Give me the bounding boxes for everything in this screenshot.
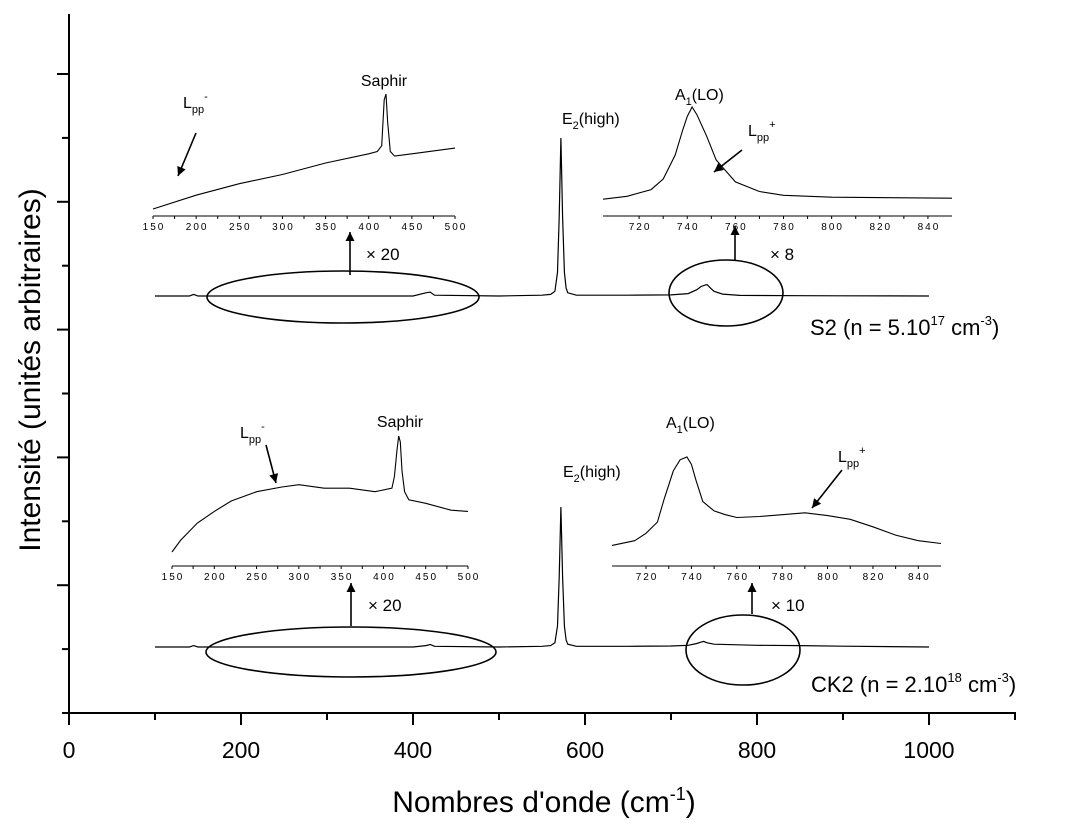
inset-left-ck2-tick-label: 350 bbox=[331, 572, 354, 583]
multiplier-right: × 10 bbox=[771, 596, 805, 615]
zoom-ellipse-left bbox=[205, 626, 497, 678]
zoom-ellipse-right bbox=[668, 259, 784, 327]
inset-left-ck2-tick-label: 200 bbox=[204, 572, 227, 583]
inset-right-ck2-tick-label: 840 bbox=[908, 572, 931, 583]
inset-left-ck2-tick-label: 150 bbox=[162, 572, 185, 583]
inset-left-ck2-tick-label: 450 bbox=[415, 572, 438, 583]
annotations: × 20 × 8 E2(high) Saphir A1(LO) Lpp- Lpp+ S2 (n… bbox=[177, 73, 1016, 697]
peak-label-saphir: Saphir bbox=[377, 414, 424, 431]
peak-label-a1-lo: A1(LO) bbox=[675, 87, 724, 108]
x-tick-label: 600 bbox=[566, 737, 604, 763]
x-tick-label: 1000 bbox=[903, 737, 954, 763]
inset-right-s2-tick-label: 780 bbox=[773, 222, 796, 233]
sample-label-ck2: CK2 (n = 2.1018 cm-3) bbox=[811, 670, 1016, 697]
inset-right-s2-tick-label: 800 bbox=[821, 222, 844, 233]
inset-right-ck2-tick-label: 720 bbox=[636, 572, 659, 583]
x-tick-label: 200 bbox=[222, 737, 260, 763]
inset-left-s2-tick-label: 250 bbox=[229, 222, 252, 233]
inset-left-ck2-spectrum bbox=[171, 435, 469, 553]
y-axis-label: Intensité (unités arbitraires) bbox=[14, 188, 47, 552]
arrow-lpp-minus-head bbox=[269, 473, 279, 483]
zoom-arrow-right-head bbox=[747, 583, 757, 592]
spectrum-ck2 bbox=[155, 506, 930, 648]
spectra bbox=[155, 137, 930, 648]
inset-right-s2-spectrum bbox=[602, 105, 953, 200]
zoom-ellipse-right bbox=[685, 614, 801, 686]
inset-left-s2-tick-label: 300 bbox=[272, 222, 295, 233]
multiplier-left: × 20 bbox=[366, 245, 400, 264]
inset-left-ck2-tick-label: 500 bbox=[458, 572, 481, 583]
insets: 150 200 250 300 350 400 450 500 720 740 760 780 800 8… bbox=[143, 93, 953, 583]
inset-right-ck2-tick-label: 780 bbox=[772, 572, 795, 583]
multiplier-right: × 8 bbox=[770, 245, 794, 264]
inset-left-s2-tick-label: 150 bbox=[143, 222, 166, 233]
inset-left-s2-tick-label: 200 bbox=[186, 222, 209, 233]
x-tick-label: 400 bbox=[394, 737, 432, 763]
inset-left-ck2-tick-label: 400 bbox=[373, 572, 396, 583]
inset-left-s2-tick-label: 450 bbox=[402, 222, 425, 233]
multiplier-left: × 20 bbox=[368, 596, 402, 615]
inset-right-ck2-tick-label: 740 bbox=[681, 572, 704, 583]
peak-label-e2-high: E2(high) bbox=[562, 111, 620, 132]
inset-left-ck2-tick-label: 250 bbox=[246, 572, 269, 583]
inset-left-ck2-tick-label: 300 bbox=[289, 572, 312, 583]
inset-right-s2-tick-label: 720 bbox=[629, 222, 652, 233]
x-tick-label: 0 bbox=[63, 737, 76, 763]
zoom-arrow-left-head bbox=[345, 232, 355, 241]
inset-right-s2-tick-label: 740 bbox=[677, 222, 700, 233]
peak-label-e2-high: E2(high) bbox=[563, 464, 621, 485]
x-tick-label: 800 bbox=[738, 737, 776, 763]
inset-right-s2-tick-label: 840 bbox=[918, 222, 941, 233]
zoom-arrow-right-head bbox=[730, 226, 740, 235]
peak-label-a1-lo: A1(LO) bbox=[666, 415, 715, 436]
arrow-lpp-minus-head bbox=[177, 165, 186, 176]
mode-label-lpp-minus: Lpp- bbox=[240, 421, 265, 446]
inset-left-s2-spectrum bbox=[152, 93, 456, 210]
inset-left-s2-tick-label: 400 bbox=[358, 222, 381, 233]
peak-label-saphir: Saphir bbox=[361, 73, 408, 90]
inset-left-s2-tick-label: 350 bbox=[315, 222, 338, 233]
inset-right-s2-tick-label: 820 bbox=[869, 222, 892, 233]
mode-label-lpp-plus: Lpp+ bbox=[838, 445, 866, 470]
inset-right-ck2-tick-label: 760 bbox=[726, 572, 749, 583]
inset-right-ck2-tick-label: 820 bbox=[863, 572, 886, 583]
inset-left-s2-tick-label: 500 bbox=[445, 222, 468, 233]
x-axis-label: Nombres d'onde (cm-1) bbox=[392, 784, 696, 819]
mode-label-lpp-plus: Lpp+ bbox=[748, 119, 776, 144]
arrow-lpp-plus-head bbox=[812, 498, 822, 508]
axes: 0 200 400 600 800 1000 bbox=[57, 14, 1016, 763]
sample-label-s2: S2 (n = 5.1017 cm-3) bbox=[810, 313, 999, 340]
zoom-ellipse-left bbox=[206, 270, 480, 324]
spectrum-s2 bbox=[155, 137, 930, 297]
zoom-arrow-left-head bbox=[346, 583, 356, 592]
inset-right-ck2-tick-label: 800 bbox=[817, 572, 840, 583]
arrow-lpp-plus-head bbox=[714, 162, 724, 172]
inset-right-ck2-spectrum bbox=[611, 456, 942, 546]
mode-label-lpp-minus: Lpp- bbox=[183, 91, 208, 116]
